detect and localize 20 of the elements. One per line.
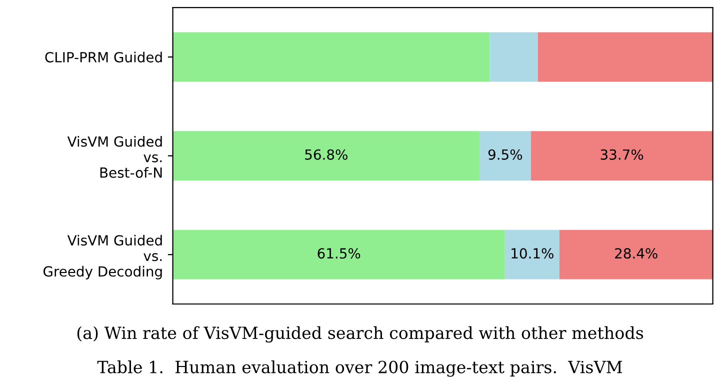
data-label: 33.7% (600, 149, 644, 160)
bar (172, 230, 505, 280)
bar (172, 131, 480, 180)
data-label: 10.1% (512, 248, 554, 259)
y-tick-label: VisVM Guided vs. Greedy Decoding (43, 234, 162, 280)
y-tick-label: VisVM Guided vs. Best-of-N (67, 136, 162, 178)
bar (490, 32, 538, 82)
data-label: 9.5% (488, 149, 522, 160)
bar (172, 32, 490, 82)
data-label: 28.4% (615, 248, 658, 259)
data-label: 61.5% (318, 248, 360, 259)
bar (504, 230, 560, 280)
text: (a) Win rate of VisVM-guided search compared with other methods (77, 326, 644, 343)
bar (559, 230, 713, 280)
bar (530, 131, 713, 180)
bar (538, 32, 713, 82)
bar (480, 131, 531, 180)
data-label: 56.8% (305, 149, 348, 160)
y-tick-label: CLIP-PRM Guided (45, 52, 162, 62)
caption: Table 1. Human evaluation over 200 image-text pairs. VisVM (97, 360, 622, 377)
